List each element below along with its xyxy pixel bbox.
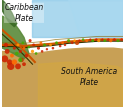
Point [4, 58, 6, 60]
Point [21, 59, 23, 61]
Point [59, 45, 61, 47]
Point [35, 53, 37, 54]
Point [23, 63, 25, 65]
Point [22, 42, 24, 44]
Point [6, 51, 8, 52]
Point [25, 55, 27, 56]
Point [50, 44, 52, 46]
Polygon shape [32, 0, 123, 37]
Polygon shape [2, 48, 123, 107]
Point [44, 44, 46, 46]
Point [117, 40, 119, 42]
Point [89, 39, 91, 40]
Point [71, 42, 73, 44]
Point [104, 40, 106, 42]
Point [17, 65, 19, 67]
Point [86, 40, 88, 42]
Point [16, 53, 18, 54]
Polygon shape [2, 0, 17, 27]
Point [113, 39, 115, 40]
Point [78, 40, 80, 42]
Polygon shape [38, 62, 123, 107]
Point [13, 47, 15, 49]
Polygon shape [2, 16, 29, 59]
Point [9, 61, 11, 63]
Point [11, 55, 13, 56]
Point [40, 42, 42, 44]
Point [98, 40, 100, 42]
Point [13, 61, 15, 63]
Point [95, 39, 97, 40]
Point [29, 40, 31, 42]
Point [37, 47, 39, 49]
Point [23, 47, 25, 49]
Point [17, 44, 19, 46]
Point [101, 39, 103, 40]
Point [64, 44, 66, 46]
Point [56, 42, 58, 44]
Point [19, 59, 21, 61]
Point [46, 48, 48, 50]
Point [31, 51, 33, 52]
Point [41, 51, 43, 52]
Point [28, 46, 30, 48]
Point [76, 42, 78, 44]
Point [74, 40, 76, 42]
Point [33, 44, 35, 46]
Point [10, 65, 12, 67]
Text: Caribbean
Plate: Caribbean Plate [4, 3, 44, 23]
Point [92, 40, 94, 42]
Point [52, 47, 54, 49]
Point [5, 44, 7, 46]
Text: South America
Plate: South America Plate [61, 67, 117, 87]
Point [107, 39, 109, 40]
Point [68, 40, 70, 42]
Point [121, 39, 123, 40]
Polygon shape [69, 0, 123, 37]
Point [110, 40, 112, 42]
Point [82, 39, 84, 40]
Point [19, 51, 21, 52]
Point [62, 42, 64, 44]
